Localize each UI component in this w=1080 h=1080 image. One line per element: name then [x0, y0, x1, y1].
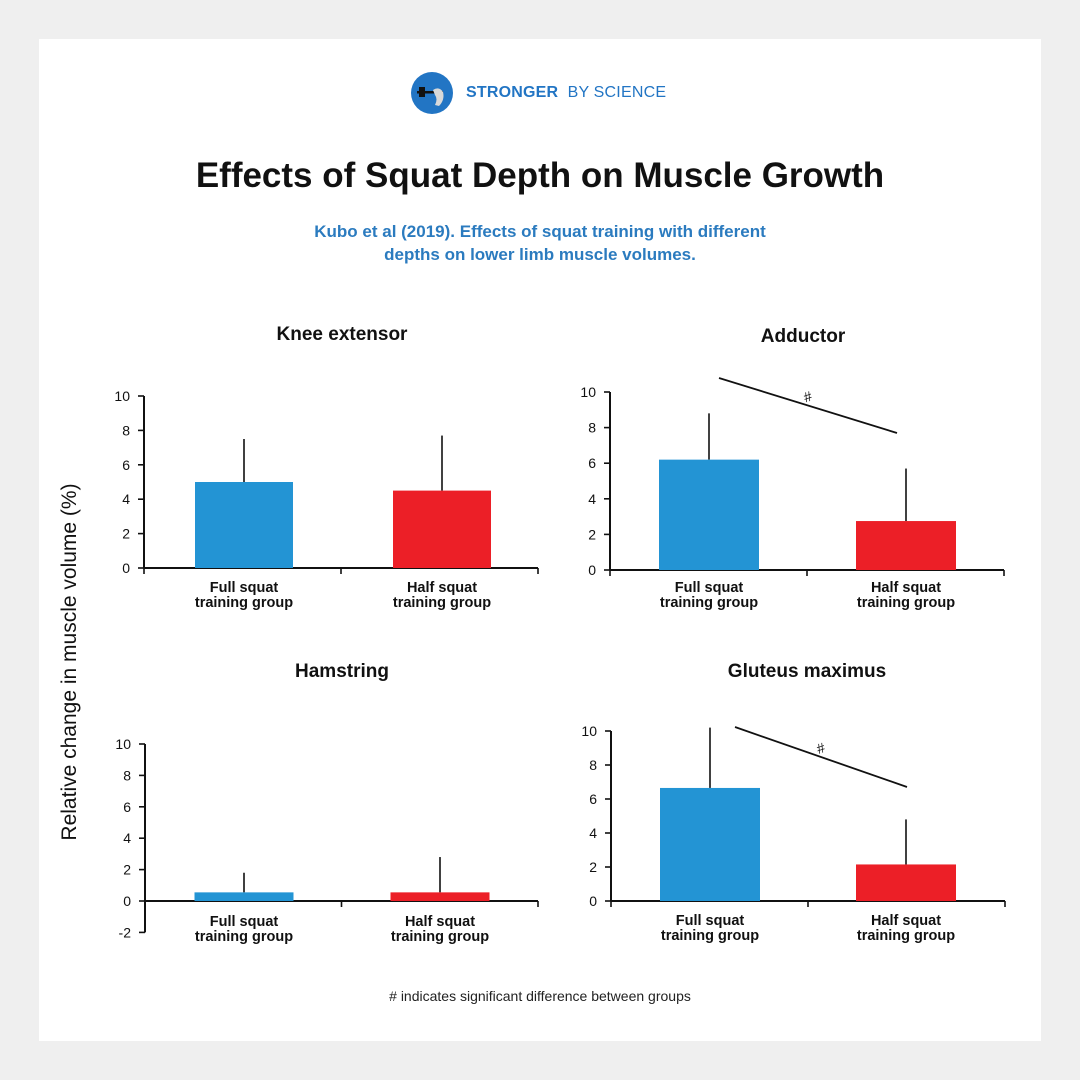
x-category-label: training group [660, 595, 758, 611]
y-tick-label: 10 [115, 736, 131, 752]
y-tick-label: 2 [588, 526, 596, 542]
bar-half-squat [856, 521, 956, 570]
footnote: # indicates significant difference betwe… [389, 988, 691, 1004]
subtitle-line-1: Kubo et al (2019). Effects of squat trai… [314, 222, 766, 241]
y-tick-label: 2 [123, 862, 131, 878]
x-category-label: training group [391, 929, 489, 945]
x-category-label: Full squat [676, 913, 745, 929]
subtitle-line-2: depths on lower limb muscle volumes. [384, 245, 696, 264]
x-category-label: Full squat [210, 580, 279, 596]
bar-half-squat [390, 892, 490, 901]
lifter-logo-icon [411, 72, 453, 114]
significance-marker: # [815, 739, 828, 757]
citation-subtitle: Kubo et al (2019). Effects of squat trai… [0, 220, 1080, 266]
bar-full-squat [660, 787, 760, 901]
y-tick-label: 8 [589, 757, 597, 773]
x-category-label: Half squat [405, 914, 475, 930]
panel-title-hamstring: Hamstring [295, 661, 389, 682]
bar-full-squat [194, 892, 294, 901]
bar-half-squat [393, 490, 491, 568]
y-tick-label: 6 [588, 455, 596, 471]
y-tick-label: 8 [123, 767, 131, 783]
brand-name: STRONGER BY SCIENCE [466, 84, 666, 102]
y-tick-label: 8 [588, 420, 596, 436]
x-category-label: training group [195, 929, 293, 945]
brand-name-rest: BY SCIENCE [567, 84, 667, 101]
x-category-label: training group [393, 595, 491, 611]
y-tick-label: 10 [114, 388, 130, 404]
panel-title-knee-extensor: Knee extensor [277, 324, 409, 345]
significance-line [734, 726, 908, 788]
x-category-label: Full squat [210, 914, 279, 930]
significance-marker: # [802, 388, 815, 406]
brand-name-bold: STRONGER [466, 84, 559, 101]
y-tick-label: 6 [122, 457, 130, 473]
panel-title-adductor: Adductor [761, 326, 846, 347]
y-tick-label: 2 [589, 859, 597, 875]
significance-line [718, 377, 898, 434]
y-tick-label: -2 [119, 924, 132, 940]
y-tick-label: 2 [122, 526, 130, 542]
panel-title-gluteus-maximus: Gluteus maximus [728, 661, 886, 682]
x-category-label: Half squat [871, 913, 941, 929]
x-category-label: Half squat [407, 580, 477, 596]
brand-logo: STRONGER BY SCIENCE [411, 72, 666, 114]
y-tick-label: 6 [123, 799, 131, 815]
x-category-label: training group [661, 928, 759, 944]
y-tick-label: 0 [122, 560, 130, 576]
y-tick-label: 0 [588, 562, 596, 578]
y-tick-label: 0 [589, 893, 597, 909]
page-title: Effects of Squat Depth on Muscle Growth [195, 156, 885, 195]
y-tick-label: 6 [589, 791, 597, 807]
y-tick-label: 4 [122, 491, 130, 507]
bar-half-squat [856, 864, 956, 901]
x-category-label: Half squat [871, 580, 941, 596]
y-tick-label: 4 [589, 825, 597, 841]
y-tick-label: 10 [581, 723, 597, 739]
y-tick-label: 4 [123, 830, 131, 846]
x-category-label: training group [857, 928, 955, 944]
x-category-label: training group [195, 595, 293, 611]
x-category-label: training group [857, 595, 955, 611]
x-category-label: Full squat [675, 580, 744, 596]
y-tick-label: 4 [588, 491, 596, 507]
y-tick-label: 8 [122, 422, 130, 438]
y-tick-label: 0 [123, 893, 131, 909]
y-tick-label: 10 [580, 384, 596, 400]
bar-full-squat [659, 459, 759, 570]
bar-full-squat [195, 482, 293, 568]
